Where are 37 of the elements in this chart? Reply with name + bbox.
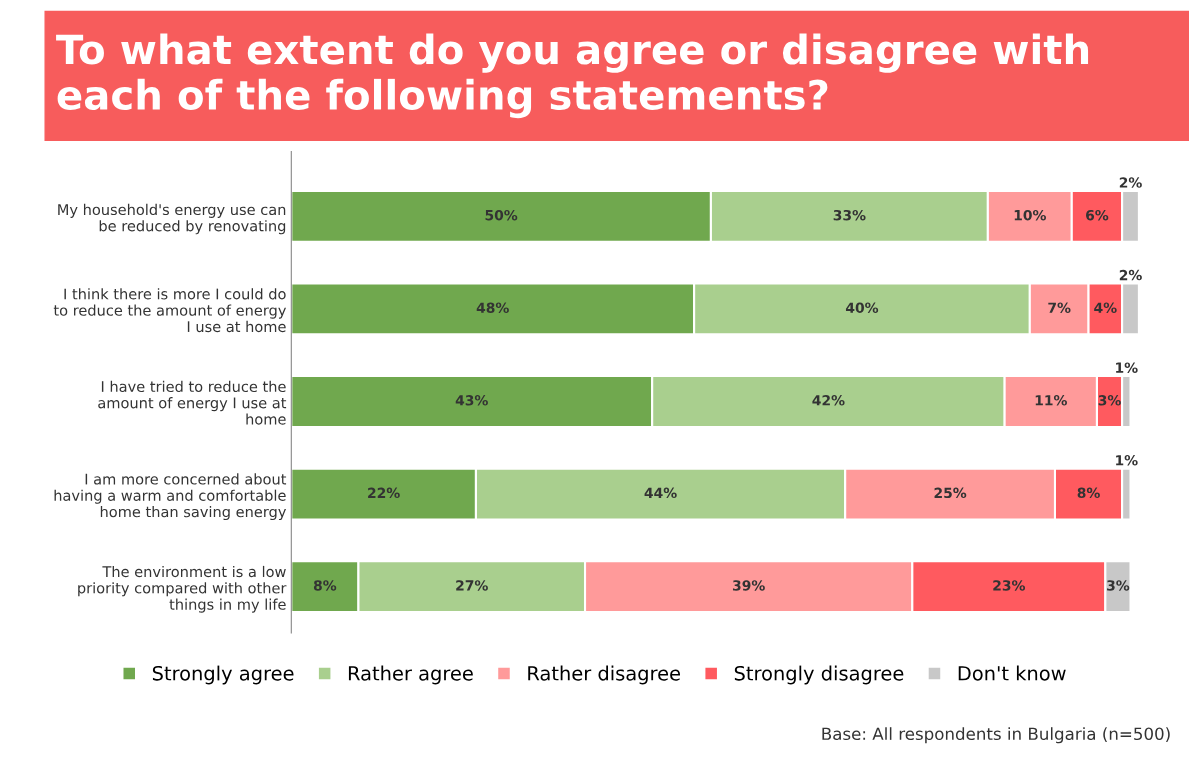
data-label: 1% [1116, 362, 1138, 373]
data-label: 1% [1116, 454, 1138, 466]
data-label: 4% [1094, 302, 1117, 313]
data-label: 25% [934, 487, 967, 499]
data-label: 42% [812, 395, 845, 406]
data-label: 50% [485, 209, 518, 221]
text: Base: All respondents in Bulgaria (n=500) [822, 727, 1170, 744]
y-tick-label: I think there is more I could do to reduce the amount of energy I use at home [53, 288, 287, 333]
y-tick-label: The environment is a low priority compared with other things in my life [78, 565, 287, 613]
legend-label: Strongly disagree [734, 665, 904, 685]
data-label: 27% [456, 580, 488, 591]
y-tick-label: I am more concerned about having a warm and comfortable home than saving energy [54, 473, 287, 521]
chart-title: To what extent do you agree or disagree with each of the following statements? [56, 33, 1089, 119]
data-label: 44% [644, 487, 677, 499]
data-label: 23% [993, 580, 1026, 591]
data-label: 6% [1086, 209, 1109, 221]
data-label: 2% [1119, 269, 1142, 281]
data-label: 33% [833, 209, 866, 221]
data-label: 39% [732, 580, 765, 591]
legend-label: Don't know [958, 665, 1066, 681]
y-tick-label: My household's energy use can be reduced by renovating [58, 203, 286, 235]
data-label: 48% [476, 302, 509, 313]
data-label: 8% [1077, 487, 1100, 499]
legend-label: Rather disagree [528, 665, 680, 685]
data-label: 22% [368, 487, 400, 499]
data-label: 43% [455, 395, 488, 406]
legend-label: Rather agree [348, 665, 473, 685]
data-label: 8% [313, 580, 337, 591]
data-label: 10% [1014, 209, 1046, 221]
data-label: 11% [1035, 395, 1067, 406]
data-label: 3% [1107, 580, 1130, 591]
data-label: 2% [1119, 177, 1142, 188]
data-label: 7% [1048, 302, 1071, 313]
data-label: 3% [1098, 395, 1121, 406]
data-label: 40% [845, 302, 879, 313]
legend-label: Strongly agree [152, 665, 294, 685]
y-tick-label: I have tried to reduce the amount of energy I use at home [98, 380, 287, 425]
